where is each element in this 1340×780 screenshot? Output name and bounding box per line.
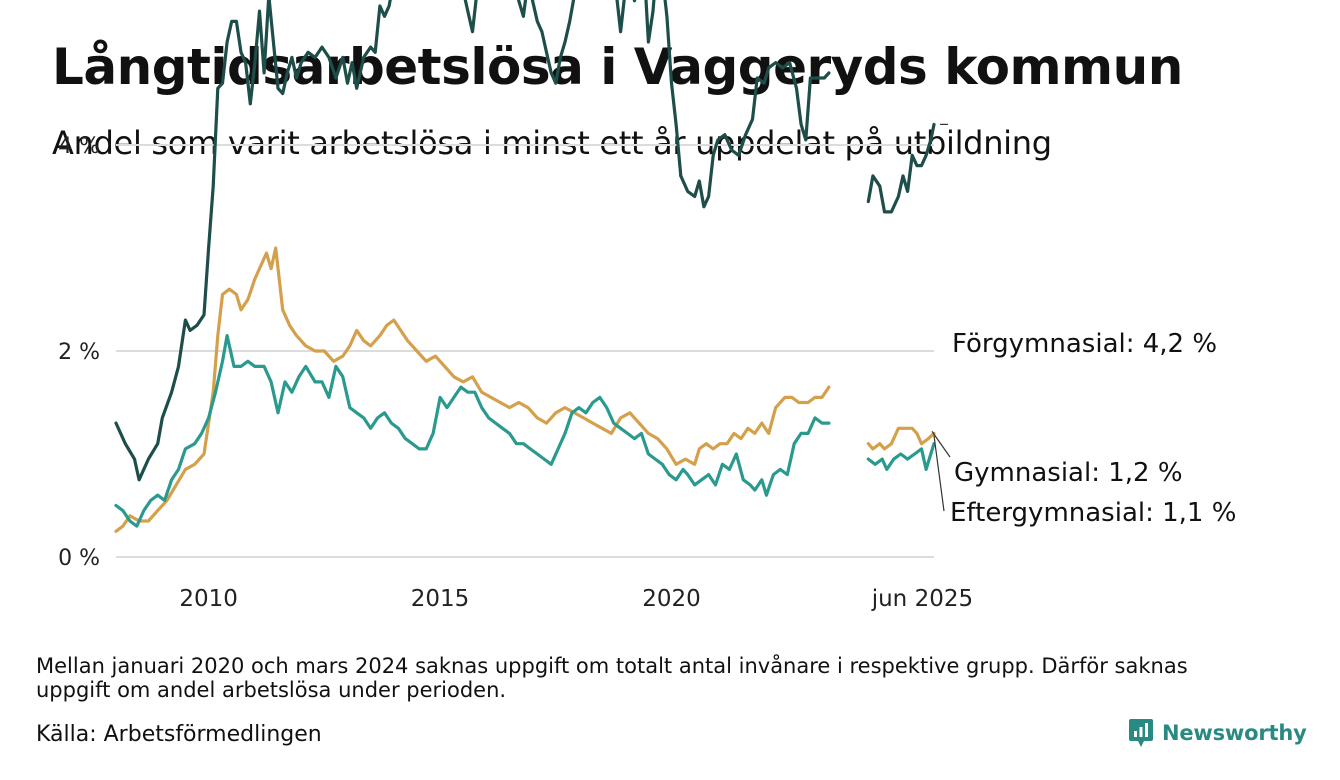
series-line-gymnasial [114,246,831,533]
source-text: Källa: Arbetsförmedlingen [36,722,322,747]
y-tick-label: 0 % [58,546,100,571]
footnote: Mellan januari 2020 och mars 2024 saknas… [36,654,1188,702]
chart-subtitle: Andel som varit arbetslösa i minst ett å… [52,124,1052,162]
series-line-gymnasial [866,426,936,451]
newsworthy-logo-icon [1129,719,1153,747]
brand-name: Newsworthy [1162,721,1307,745]
y-tick-label: 2 % [58,340,100,365]
x-tick-label: jun 2025 [871,586,973,612]
label-leader-gymnasial [931,431,951,458]
series-line-forgymnasial [866,122,936,214]
series-line-eftergymnasial [114,334,831,528]
series-label-gymnasial: Gymnasial: 1,2 % [954,458,1183,488]
x-tick-label: 2010 [179,586,238,612]
label-leader-eftergymnasial [933,435,945,512]
series-line-eftergymnasial [866,442,936,471]
series-label-forgymnasial: Förgymnasial: 4,2 % [952,329,1217,359]
series-line-forgymnasial [114,0,683,482]
brand-logo: Newsworthy [1128,716,1307,750]
series-line-forgymnasial [679,61,831,209]
x-tick-label: 2015 [411,586,470,612]
x-tick-label: 2020 [642,586,701,612]
series-label-eftergymnasial: Eftergymnasial: 1,1 % [950,498,1236,528]
y-tick-label: 4 % [58,134,100,159]
